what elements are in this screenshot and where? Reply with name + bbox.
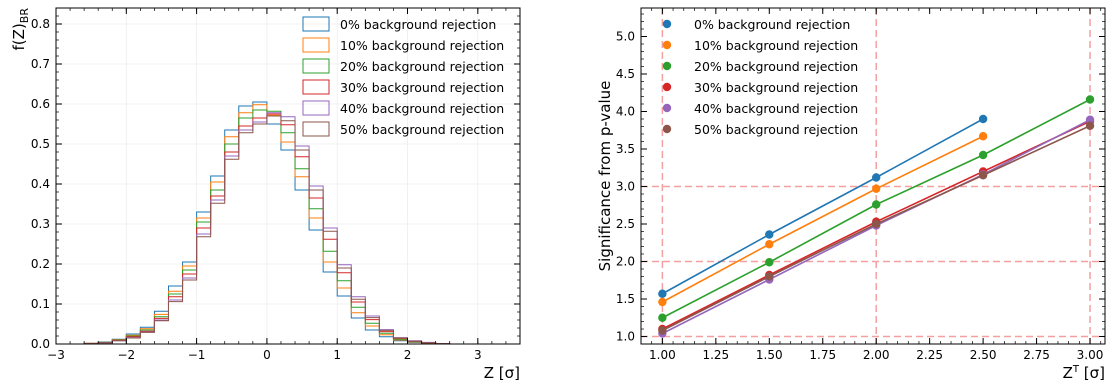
- significance-ticks: 1.00 1.25 1.50 1.75 2.00 2.25 2.50 2.75 3.00 1.0 1…: [616, 8, 1105, 362]
- histogram-ticks: −3 −2 −1 0 1 2 3 0.0 0.1 0.2 0.3 0.4 0.5 0.6 0.7 0.8: [31, 8, 520, 362]
- significance-series-2-point: [658, 313, 667, 322]
- significance-legend-label-0: 0% background rejection: [694, 17, 850, 32]
- significance-series-5-point: [658, 326, 667, 335]
- significance-legend-marker-1: [662, 40, 672, 50]
- significance-x-tick-label: 2.00: [863, 348, 890, 362]
- histogram-legend-swatch-5: [302, 121, 330, 137]
- histogram-legend-label-3: 30% background rejection: [340, 80, 504, 95]
- histogram-panel: −3 −2 −1 0 1 2 3 0.0 0.1 0.2 0.3 0.4 0.5 0.6 0.7 0.8 0%…: [10, 7, 521, 382]
- significance-series-2-point: [1085, 95, 1095, 104]
- histogram-x-tick-label: 1: [333, 348, 341, 362]
- significance-y-tick-label: 2.5: [616, 217, 635, 231]
- histogram-legend-swatch-0: [302, 16, 330, 32]
- histogram-grid: [55, 8, 520, 345]
- histogram-legend-swatch-4: [302, 100, 330, 116]
- significance-x-tick-label: 2.75: [1023, 348, 1050, 362]
- histogram-y-tick-label: 0.1: [31, 297, 50, 311]
- significance-y-tick-label: 4.0: [616, 105, 635, 119]
- significance-y-tick-label: 3.0: [616, 180, 635, 194]
- significance-series-5-point: [1085, 121, 1095, 130]
- significance-x-tick-label: 1.50: [756, 348, 783, 362]
- histogram-y-axis-label: f(Z)BR: [10, 8, 31, 51]
- histogram-x-tick-label: 2: [404, 348, 412, 362]
- significance-series-2-point: [978, 150, 988, 160]
- significance-frame: [640, 7, 1106, 345]
- significance-y-tick-label: 5.0: [616, 30, 635, 44]
- histogram-x-tick-label: −3: [47, 348, 65, 362]
- histogram-series-5-step-line: [56, 115, 478, 345]
- histogram-x-tick-label: 0: [263, 348, 271, 362]
- significance-x-axis-label: ZT [σ]: [1063, 364, 1105, 382]
- significance-series-0-line: [661, 118, 984, 295]
- histogram-y-tick-label: 0.3: [31, 217, 50, 231]
- histogram-legend-label-5: 50% background rejection: [340, 122, 504, 137]
- significance-x-tick-label: 1.00: [649, 348, 676, 362]
- histogram-legend-label-2: 20% background rejection: [340, 59, 504, 74]
- significance-legend-label-5: 50% background rejection: [694, 122, 858, 137]
- significance-series-0-point: [658, 289, 667, 298]
- histogram-y-tick-label: 0.5: [31, 137, 50, 151]
- significance-series-1-point: [872, 184, 881, 193]
- significance-x-tick-label: 2.50: [970, 348, 997, 362]
- significance-series-1-point: [658, 297, 667, 307]
- significance-y-tick-label: 3.5: [616, 142, 635, 156]
- histogram-x-axis-label: Z [σ]: [484, 364, 520, 382]
- significance-series: [658, 95, 1095, 338]
- significance-series-4-point: [1085, 115, 1095, 124]
- histogram-legend-label-0: 0% background rejection: [340, 17, 496, 32]
- significance-y-tick-label: 2.0: [616, 255, 635, 269]
- significance-series-2-point: [872, 200, 881, 209]
- significance-series-5-point: [765, 272, 774, 281]
- histogram-x-tick-label: 3: [474, 348, 482, 362]
- significance-legend-marker-5: [662, 124, 672, 134]
- histogram-x-tick-label: −2: [117, 348, 135, 362]
- significance-y-axis-label: Significance from p-value: [596, 81, 614, 272]
- histogram-y-tick-label: 0.8: [31, 17, 50, 31]
- significance-y-tick-label: 1.5: [616, 292, 635, 306]
- histogram-legend-label-1: 10% background rejection: [340, 38, 504, 53]
- significance-y-tick-label: 1.0: [616, 330, 635, 344]
- significance-legend-marker-2: [662, 61, 672, 71]
- histogram-legend: 0% background rejection 10% background re…: [302, 16, 504, 137]
- significance-legend-label-1: 10% background rejection: [694, 38, 858, 53]
- significance-series-0-point: [765, 230, 774, 239]
- significance-legend-marker-0: [662, 19, 672, 29]
- significance-legend-marker-4: [662, 103, 672, 113]
- histogram-y-tick-label: 0.7: [31, 57, 50, 71]
- histogram-series-2-step-line: [56, 109, 478, 345]
- significance-series-0-point: [978, 114, 988, 124]
- significance-legend: 0% background rejection 10% background re…: [662, 17, 858, 137]
- significance-series-5-point: [978, 171, 988, 180]
- significance-series-1-line: [662, 135, 984, 303]
- significance-series-1-point: [765, 240, 774, 249]
- histogram-legend-swatch-2: [302, 58, 330, 74]
- significance-legend-label-4: 40% background rejection: [694, 101, 858, 116]
- histogram-y-tick-label: 0.4: [31, 177, 50, 191]
- histogram-y-tick-label: 0.6: [31, 97, 50, 111]
- significance-series-2-point: [765, 258, 774, 267]
- significance-y-tick-label: 4.5: [616, 67, 635, 81]
- histogram-series: [56, 101, 478, 345]
- significance-x-tick-label: 2.25: [916, 348, 943, 362]
- significance-x-tick-label: 1.75: [809, 348, 836, 362]
- significance-legend-marker-3: [662, 82, 672, 92]
- significance-panel: 1.00 1.25 1.50 1.75 2.00 2.25 2.50 2.75 3.00 1.0 1…: [596, 7, 1106, 382]
- significance-series-0-point: [872, 173, 881, 182]
- histogram-legend-swatch-3: [302, 79, 330, 95]
- significance-x-tick-label: 3.00: [1077, 348, 1104, 362]
- histogram-legend-label-4: 40% background rejection: [340, 101, 504, 116]
- significance-series-1-point: [978, 132, 988, 141]
- significance-series-5-point: [872, 219, 881, 229]
- significance-legend-label-3: 30% background rejection: [694, 80, 858, 95]
- histogram-y-tick-label: 0.0: [31, 337, 50, 351]
- histogram-legend-swatch-1: [302, 37, 330, 53]
- histogram-y-tick-label: 0.2: [31, 257, 50, 271]
- histogram-x-tick-label: −1: [188, 348, 206, 362]
- significance-x-tick-label: 1.25: [702, 348, 729, 362]
- significance-legend-label-2: 20% background rejection: [694, 59, 858, 74]
